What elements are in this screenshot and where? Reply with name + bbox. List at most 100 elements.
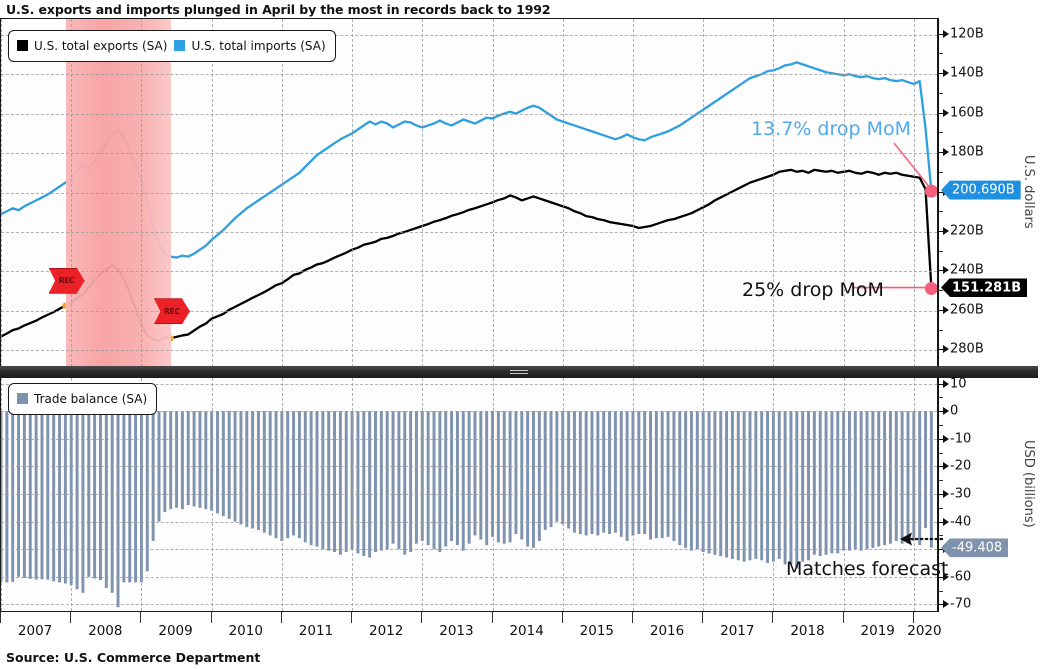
annotation-imports-drop: 13.7% drop MoM: [751, 118, 911, 140]
gridline-vertical: [422, 19, 424, 367]
x-axis-label: 2007: [17, 623, 53, 639]
annotation-matches-forecast: Matches forecast: [786, 558, 949, 580]
bar: [853, 411, 857, 550]
end-value-marker: [924, 184, 937, 198]
gridline-vertical: [211, 19, 213, 367]
x-axis-tick: [772, 612, 774, 623]
legend-bottom[interactable]: Trade balance (SA): [8, 383, 158, 415]
legend-item-imports[interactable]: U.S. total imports (SA): [174, 39, 326, 53]
axis-tick-label: 260B: [950, 302, 984, 318]
bar: [239, 411, 243, 525]
axis-tick-label: 0: [950, 403, 959, 419]
trade-balance-chart-panel: [0, 378, 938, 612]
axis-tick-arrow: [943, 462, 949, 471]
bar: [485, 411, 489, 546]
axis-minor-tick: [938, 563, 943, 565]
bar: [859, 411, 863, 551]
x-axis-tick: [631, 612, 633, 623]
bar: [643, 411, 647, 535]
bar: [742, 411, 746, 562]
annotation-exports-drop: 25% drop MoM: [742, 279, 884, 301]
gridline-horizontal: [1, 271, 937, 273]
bar: [549, 411, 553, 528]
bar: [807, 411, 810, 561]
bar: [766, 411, 770, 564]
bar: [58, 411, 61, 583]
x-axis-label: 2010: [228, 623, 263, 639]
bar: [672, 411, 676, 541]
x-axis-tick: [351, 612, 353, 623]
x-axis-label: 2017: [720, 623, 755, 639]
legend-top[interactable]: U.S. total exports (SA) U.S. total impor…: [8, 30, 336, 62]
gridline-horizontal: [1, 192, 937, 194]
x-axis-label: 2019: [860, 623, 895, 639]
x-axis-label: 2013: [439, 623, 474, 639]
axis-minor-tick: [938, 211, 943, 213]
axis-tick-label: -30: [950, 486, 972, 502]
exports-imports-chart-panel: REC REC: [0, 18, 938, 367]
top-plot-area: REC REC: [1, 19, 937, 367]
bar: [871, 411, 875, 548]
top-axis-title: U.S. dollars: [1021, 155, 1036, 229]
gridline-vertical: [492, 19, 494, 367]
bar: [690, 411, 693, 551]
x-axis-label: 2014: [509, 623, 544, 639]
legend-label-exports: U.S. total exports (SA): [34, 38, 168, 53]
bar: [725, 411, 729, 558]
axis-tick: [938, 230, 946, 232]
bar: [584, 411, 588, 536]
gridline-vertical: [562, 19, 564, 367]
bar: [532, 411, 535, 548]
bar: [216, 411, 219, 514]
bar: [777, 411, 781, 559]
axis-tick: [938, 270, 946, 272]
axis-tick-arrow: [943, 69, 949, 78]
bar: [789, 411, 793, 565]
bar: [619, 411, 623, 537]
source-note: Source: U.S. Commerce Department: [6, 650, 261, 665]
bar: [824, 411, 828, 555]
bar: [180, 411, 184, 510]
legend-item-exports[interactable]: U.S. total exports (SA): [17, 39, 167, 53]
bar: [116, 411, 120, 608]
bar: [315, 411, 319, 547]
gridline-horizontal: [1, 438, 937, 440]
bar: [204, 411, 208, 510]
gridline-vertical: [562, 378, 564, 611]
axis-tick-arrow: [943, 266, 949, 275]
bar: [122, 411, 126, 583]
axis-minor-tick: [938, 329, 943, 331]
axis-tick-arrow: [943, 29, 949, 38]
bar: [52, 411, 56, 582]
bar: [292, 411, 296, 536]
gridline-horizontal: [1, 231, 937, 233]
axis-minor-tick: [938, 535, 943, 537]
gridline-horizontal: [1, 350, 937, 352]
bar: [608, 411, 612, 535]
axis-minor-tick: [938, 480, 943, 482]
bar: [414, 411, 418, 544]
gridline-horizontal: [1, 74, 937, 76]
exports-color-swatch: [17, 40, 28, 51]
gridline-vertical: [913, 19, 915, 367]
splitter-grip[interactable]: [510, 370, 528, 375]
gridline-vertical: [843, 378, 845, 611]
recession-badge[interactable]: REC: [48, 267, 85, 294]
x-axis-tick: [491, 612, 493, 623]
end-value-marker: [924, 282, 937, 296]
x-axis-tick: [421, 612, 423, 623]
gridline-vertical: [71, 19, 73, 367]
gridline-vertical: [773, 378, 775, 611]
bar: [479, 411, 483, 540]
axis-minor-tick: [938, 290, 943, 292]
axis-tick-arrow: [943, 572, 949, 581]
bar: [274, 411, 278, 539]
bar: [754, 411, 758, 559]
axis-tick: [938, 494, 946, 495]
legend-item-balance[interactable]: Trade balance (SA): [17, 392, 147, 406]
gridline-vertical: [352, 19, 354, 367]
panel-splitter[interactable]: [0, 366, 1038, 378]
bar: [163, 411, 167, 512]
bar: [760, 411, 764, 561]
axis-minor-tick: [938, 171, 943, 173]
